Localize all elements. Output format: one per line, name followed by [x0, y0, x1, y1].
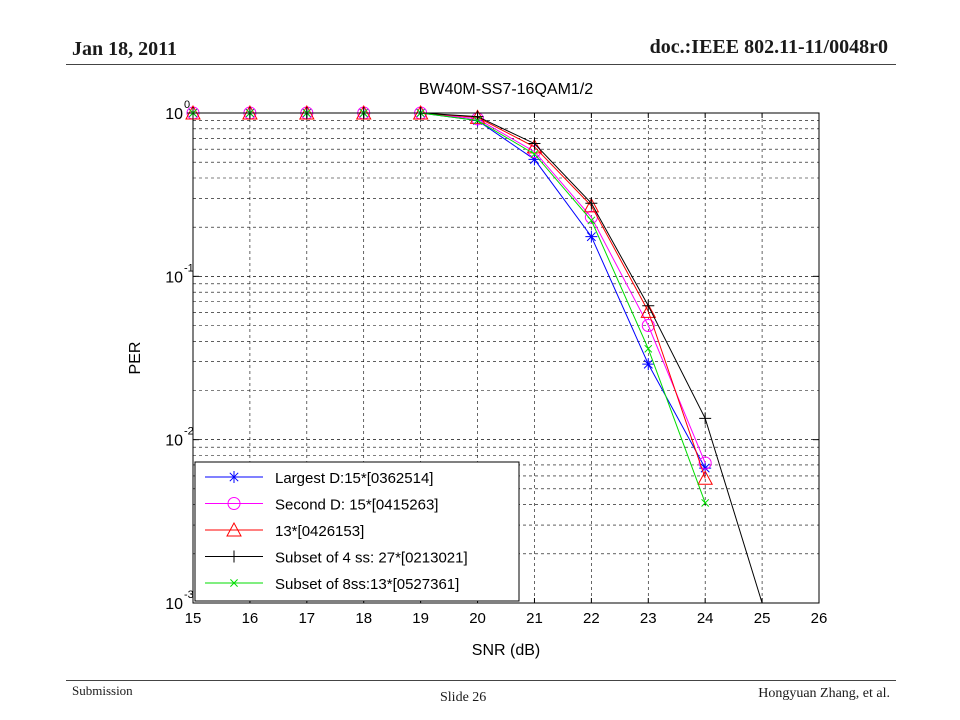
- plot-frame: [192, 112, 820, 604]
- data-point-circle: [698, 456, 712, 470]
- data-point-x: [473, 116, 482, 125]
- data-point-asterisk: [528, 153, 541, 166]
- x-tick-label: 15: [185, 610, 202, 627]
- legend-label: Second D: 15*[0415263]: [275, 497, 438, 514]
- data-point-x: [701, 498, 710, 507]
- per-vs-snr-chart: 15 16 17 18 19 20 21 22 23 24 25 2610010-110-210-3 …: [127, 81, 827, 659]
- x-tick-label: 23: [640, 610, 657, 627]
- y-tick-exponent: -1: [184, 262, 194, 274]
- data-point-triangle: [697, 470, 714, 485]
- data-point-x: [530, 150, 539, 159]
- x-axis-label: SNR (dB): [472, 642, 540, 659]
- y-tick-exponent: -2: [184, 426, 194, 438]
- data-point-plus: [528, 137, 541, 150]
- legend-label: Largest D:15*[0362514]: [275, 470, 433, 487]
- data-point-circle: [641, 319, 655, 333]
- data-point-asterisk: [699, 462, 712, 475]
- slide-date: Jan 18, 2011: [72, 38, 178, 60]
- data-point-triangle: [526, 138, 543, 154]
- y-tick-exponent: -3: [184, 589, 194, 601]
- x-tick-label: 26: [811, 610, 828, 627]
- header-divider: [66, 64, 896, 65]
- data-point-x: [230, 579, 238, 587]
- chart-title: BW40M-SS7-16QAM1/2: [419, 81, 593, 98]
- data-point-plus: [228, 550, 240, 563]
- legend-entry: Subset of 4 ss: 27*[0213021]: [205, 550, 468, 567]
- data-point-plus: [585, 197, 598, 210]
- y-tick-label: 10: [165, 433, 183, 450]
- data-point-triangle: [640, 303, 657, 318]
- x-tick-label: 19: [412, 610, 429, 627]
- x-tick-label: 20: [469, 610, 486, 627]
- x-tick-label: 18: [355, 610, 372, 627]
- x-tick-label: 21: [526, 610, 543, 627]
- slide-number: Slide 26: [440, 690, 487, 705]
- author-credit: Hongyuan Zhang, et al.: [758, 686, 890, 701]
- y-tick-label: 10: [165, 269, 183, 286]
- submission-label: Submission: [72, 683, 133, 698]
- data-point-asterisk: [642, 358, 655, 371]
- x-tick-label: 24: [697, 610, 714, 627]
- legend-entry: Second D: 15*[0415263]: [205, 497, 438, 514]
- data-point-triangle: [226, 521, 242, 537]
- y-tick-exponent: 0: [184, 99, 190, 111]
- y-tick-label: 10: [165, 596, 183, 613]
- legend-entry: Subset of 8ss:13*[0527361]: [205, 576, 459, 593]
- data-point-asterisk: [585, 230, 598, 243]
- data-point-triangle: [583, 197, 600, 213]
- legend-entry: Largest D:15*[0362514]: [205, 470, 433, 487]
- grid-lines: [193, 113, 819, 603]
- x-tick-label: 17: [298, 610, 315, 627]
- data-point-plus: [642, 299, 655, 312]
- footer-divider: [66, 680, 896, 681]
- data-point-x: [644, 344, 653, 353]
- y-tick-label: 10: [165, 106, 183, 123]
- legend-label: 13*[0426153]: [275, 523, 364, 540]
- legend: Largest D:15*[0362514] Second D: 15*[0415…: [194, 461, 520, 602]
- data-point-asterisk: [228, 471, 240, 483]
- x-tick-label: 22: [583, 610, 600, 627]
- data-point-plus: [699, 412, 712, 425]
- legend-entry: 13*[0426153]: [205, 521, 364, 540]
- y-axis-label: PER: [127, 342, 144, 375]
- document-id: doc.:IEEE 802.11-11/0048r0: [649, 36, 888, 58]
- data-point-circle: [227, 497, 241, 510]
- legend-label: Subset of 8ss:13*[0527361]: [275, 576, 459, 593]
- legend-label: Subset of 4 ss: 27*[0213021]: [275, 550, 468, 567]
- x-tick-label: 25: [754, 610, 771, 627]
- data-point-x: [587, 216, 596, 225]
- legend-box: [194, 461, 520, 602]
- x-tick-label: 16: [242, 610, 259, 627]
